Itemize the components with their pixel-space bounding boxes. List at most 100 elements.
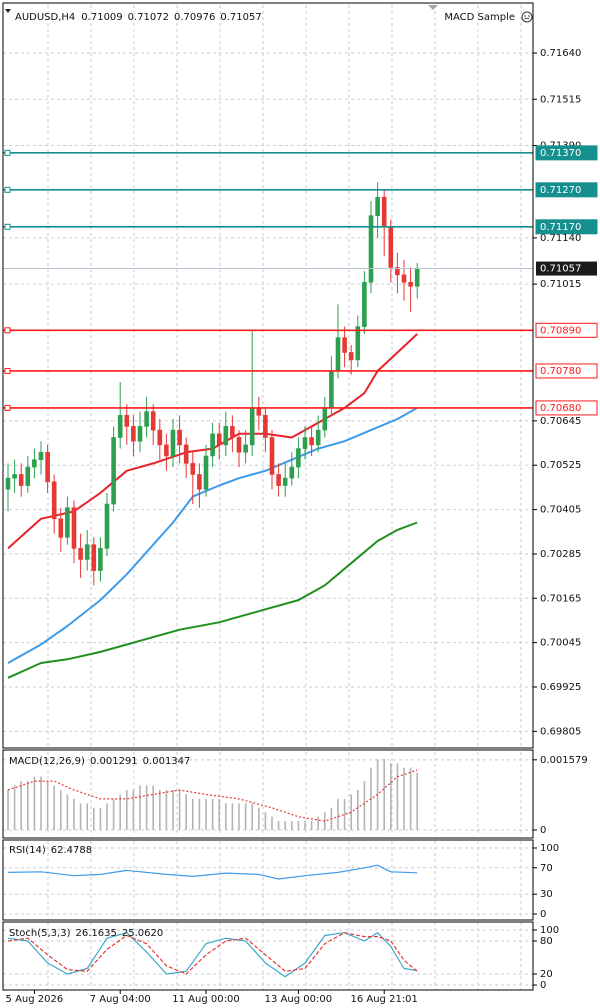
candle-body: [183, 444, 189, 464]
main-header: AUDUSD,H4 0.71009 0.71072 0.70976 0.71057: [15, 12, 262, 23]
level-label-box: [535, 219, 598, 235]
x-tick-label: 13 Aug 00:00: [265, 994, 332, 1005]
candle-body: [322, 407, 328, 431]
indicator-line: [7, 769, 418, 822]
rsi-panel-frame: [2, 839, 534, 921]
candle-body: [381, 196, 387, 228]
level-anchor: [4, 186, 11, 193]
candle-body: [164, 444, 169, 457]
level-label: 0.70680: [540, 403, 581, 414]
candle-body: [216, 433, 222, 446]
candle-body: [98, 548, 103, 571]
candle-body: [355, 326, 361, 361]
candle-body: [25, 466, 31, 486]
header-close: 0.71057: [220, 12, 261, 23]
candle-body: [329, 370, 334, 409]
candle-body: [210, 433, 215, 457]
candle-body: [395, 267, 400, 276]
candle-body: [263, 415, 268, 438]
y-tick-label: 100: [540, 925, 559, 936]
candle-body: [117, 415, 123, 438]
rsi-title: RSI(14): [9, 845, 46, 856]
y-tick-label: 30: [540, 889, 553, 900]
x-tick-label: 11 Aug 00:00: [172, 994, 239, 1005]
candle-body: [58, 518, 64, 538]
y-tick-label: 70: [540, 863, 553, 874]
candle-body: [342, 337, 347, 353]
candle-body: [315, 429, 321, 446]
y-tick-label: 0.70285: [540, 549, 581, 560]
candle-body: [51, 481, 57, 520]
y-tick-label: 0.70045: [540, 638, 581, 649]
macd-title: MACD(12,26,9): [9, 756, 85, 767]
candle-body: [84, 544, 90, 560]
level-label-box: [535, 363, 598, 379]
candle-body: [408, 281, 413, 287]
y-tick-label: 0.001579: [540, 755, 588, 766]
stoch-signal-value: 25.0620: [122, 928, 163, 939]
candle-body: [18, 474, 24, 486]
indicator-line: [7, 932, 418, 975]
macd-signal-value: 0.001347: [143, 756, 191, 767]
y-tick-label: 0.69805: [540, 726, 581, 737]
y-tick-label: 0.71015: [540, 279, 581, 290]
candle-body: [269, 437, 275, 475]
level-anchor: [4, 149, 11, 156]
y-tick-label: 0: [540, 825, 546, 836]
stoch-title: Stoch(5,3,3): [9, 928, 71, 939]
candle-body: [45, 451, 50, 483]
stoch-panel-frame: [2, 921, 534, 991]
candle-body: [203, 455, 209, 490]
candle-body: [144, 411, 149, 427]
icon-eye: [528, 15, 530, 17]
candle-body: [414, 268, 420, 287]
y-tick-label: 0.70405: [540, 505, 581, 516]
expert-name: MACD Sample: [444, 12, 515, 23]
candle-body: [236, 437, 242, 453]
shift-marker[interactable]: [428, 5, 438, 10]
candle-body: [170, 429, 176, 457]
y-tick-label: 20: [540, 969, 553, 980]
level-label: 0.70890: [540, 325, 581, 336]
level-label: 0.70780: [540, 366, 581, 377]
rsi-header: RSI(14) 62.4788: [9, 845, 92, 856]
candle-body: [32, 459, 37, 468]
level-label: 0.71270: [540, 185, 581, 196]
y-tick-label: 0.71140: [540, 233, 581, 244]
level-label: 0.71370: [540, 148, 581, 159]
header-high: 0.71072: [128, 12, 169, 23]
candle-body: [190, 463, 196, 475]
expert-icon[interactable]: [521, 11, 533, 23]
menu-arrow[interactable]: [5, 9, 11, 13]
header-low: 0.70976: [174, 12, 215, 23]
candle-body: [335, 337, 341, 372]
candle-body: [388, 226, 394, 268]
candle-body: [38, 451, 44, 460]
level-anchor: [4, 367, 11, 374]
candle-body: [375, 196, 380, 217]
candle-body: [276, 474, 281, 486]
y-tick-label: 0.70525: [540, 460, 581, 471]
current-price-box: [536, 261, 597, 276]
y-tick-label: 0.69925: [540, 682, 581, 693]
candle-body: [401, 274, 407, 283]
y-tick-label: 0: [540, 980, 546, 991]
candle-body: [111, 437, 116, 505]
indicator-line: [7, 864, 418, 880]
level-anchor: [4, 327, 11, 334]
icon-eye: [524, 15, 526, 17]
macd-header: MACD(12,26,9) 0.001291 0.001347: [9, 756, 190, 767]
level-label-box: [535, 400, 598, 416]
candle-body: [230, 426, 235, 438]
candle-body: [368, 215, 374, 283]
y-tick-label: 0.71640: [540, 48, 581, 59]
level-label-box: [535, 322, 598, 338]
icon-circle: [521, 11, 533, 23]
candle-body: [309, 437, 314, 446]
candle-body: [124, 415, 130, 427]
marks-layer: 0.716400.715150.713900.711400.710150.706…: [3, 48, 598, 1005]
candle-body: [104, 503, 110, 549]
candle-body: [289, 466, 295, 479]
candle-body: [223, 426, 229, 446]
